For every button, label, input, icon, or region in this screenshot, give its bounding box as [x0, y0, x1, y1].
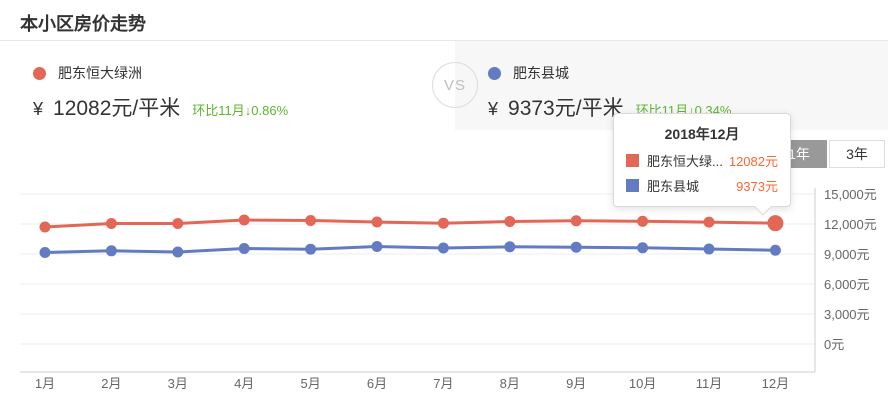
tooltip-series-name: 肥东恒大绿... — [647, 154, 723, 169]
tooltip-title: 2018年12月 — [664, 126, 740, 142]
price-unit-right: 元/平米 — [554, 97, 624, 120]
data-point[interactable] — [371, 241, 383, 252]
price-unit-left: 元/平米 — [111, 97, 181, 120]
series-dot-blue — [488, 66, 501, 80]
page-title: 本小区房价走势 — [20, 14, 146, 34]
x-axis-label: 3月 — [168, 376, 188, 391]
x-axis-label: 9月 — [566, 376, 586, 391]
tooltip-series-value: 9373元 — [736, 179, 778, 194]
series-line-1 — [43, 245, 777, 254]
title-bar: 本小区房价走势 — [0, 0, 888, 41]
data-point[interactable] — [172, 246, 184, 258]
chart-tooltip: 2018年12月 肥东恒大绿... 12082元 肥东县城 9373元 — [613, 113, 791, 216]
data-point[interactable] — [39, 221, 51, 233]
x-axis-label: 7月 — [433, 376, 453, 391]
data-point[interactable] — [637, 215, 649, 227]
data-point[interactable] — [305, 215, 317, 226]
x-axis-label: 6月 — [367, 376, 387, 391]
price-value-left: 12082 — [53, 97, 112, 120]
data-point[interactable] — [504, 241, 516, 253]
tooltip-row: 肥东县城 9373元 — [626, 176, 778, 195]
series-name-left: 肥东恒大绿洲 — [58, 65, 142, 81]
data-point[interactable] — [238, 243, 250, 254]
data-point[interactable] — [172, 218, 184, 229]
data-point[interactable] — [437, 217, 449, 229]
tooltip-row: 肥东恒大绿... 12082元 — [626, 151, 778, 170]
x-axis-label: 5月 — [300, 376, 320, 391]
data-point[interactable] — [437, 242, 449, 254]
tooltip-swatch-red — [626, 154, 639, 167]
tooltip-swatch-blue — [626, 179, 639, 192]
data-point[interactable] — [305, 243, 317, 255]
y-axis-label: 3,000元 — [824, 307, 870, 322]
data-point[interactable] — [570, 215, 582, 227]
currency-symbol: ¥ — [488, 99, 499, 119]
compare-panel: 肥东恒大绿洲 ¥ 12082 元/平米 环比11月↓0.86% 肥东县城 ¥ 9… — [0, 41, 888, 130]
x-axis-label: 11月 — [696, 376, 723, 391]
data-point[interactable] — [238, 214, 250, 226]
x-axis-label: 10月 — [629, 376, 656, 391]
data-point[interactable] — [703, 216, 715, 228]
series-name-right: 肥东县城 — [513, 65, 569, 81]
x-axis-label: 4月 — [234, 376, 254, 391]
tab-3-year[interactable]: 3年 — [829, 140, 885, 168]
x-axis-label: 2月 — [101, 376, 121, 391]
legend-row-left: 肥东恒大绿洲 — [33, 63, 455, 83]
series-dot-red — [33, 66, 46, 80]
legend-row-right: 肥东县城 — [488, 63, 888, 83]
y-axis-label: 15,000元 — [824, 187, 877, 202]
price-value-right: 9373 — [508, 97, 555, 120]
data-point[interactable] — [769, 244, 781, 256]
data-point[interactable] — [504, 216, 516, 227]
series-line-0 — [43, 218, 777, 229]
data-point[interactable] — [637, 242, 649, 254]
vs-badge: VS — [432, 62, 478, 108]
tooltip-series-value: 12082元 — [728, 154, 778, 169]
compare-left: 肥东恒大绿洲 ¥ 12082 元/平米 环比11月↓0.86% — [0, 41, 455, 130]
data-point[interactable] — [371, 216, 383, 228]
y-axis-label: 12,000元 — [824, 217, 877, 232]
data-point[interactable] — [767, 215, 784, 232]
tooltip-series-name: 肥东县城 — [647, 179, 700, 194]
data-point[interactable] — [105, 218, 117, 229]
currency-symbol: ¥ — [33, 99, 44, 119]
price-row-left: ¥ 12082 元/平米 环比11月↓0.86% — [33, 92, 455, 122]
data-point[interactable] — [570, 241, 582, 253]
price-change-left: 环比11月↓0.86% — [192, 103, 289, 118]
y-axis-label: 0元 — [824, 337, 844, 352]
y-axis-label: 6,000元 — [824, 277, 870, 292]
data-point[interactable] — [105, 245, 117, 257]
x-axis-label: 8月 — [500, 376, 520, 391]
x-axis-label: 12月 — [762, 376, 789, 391]
x-axis-label: 1月 — [35, 376, 55, 391]
y-axis-label: 9,000元 — [824, 247, 870, 262]
data-point[interactable] — [703, 243, 715, 255]
data-point[interactable] — [39, 247, 51, 258]
